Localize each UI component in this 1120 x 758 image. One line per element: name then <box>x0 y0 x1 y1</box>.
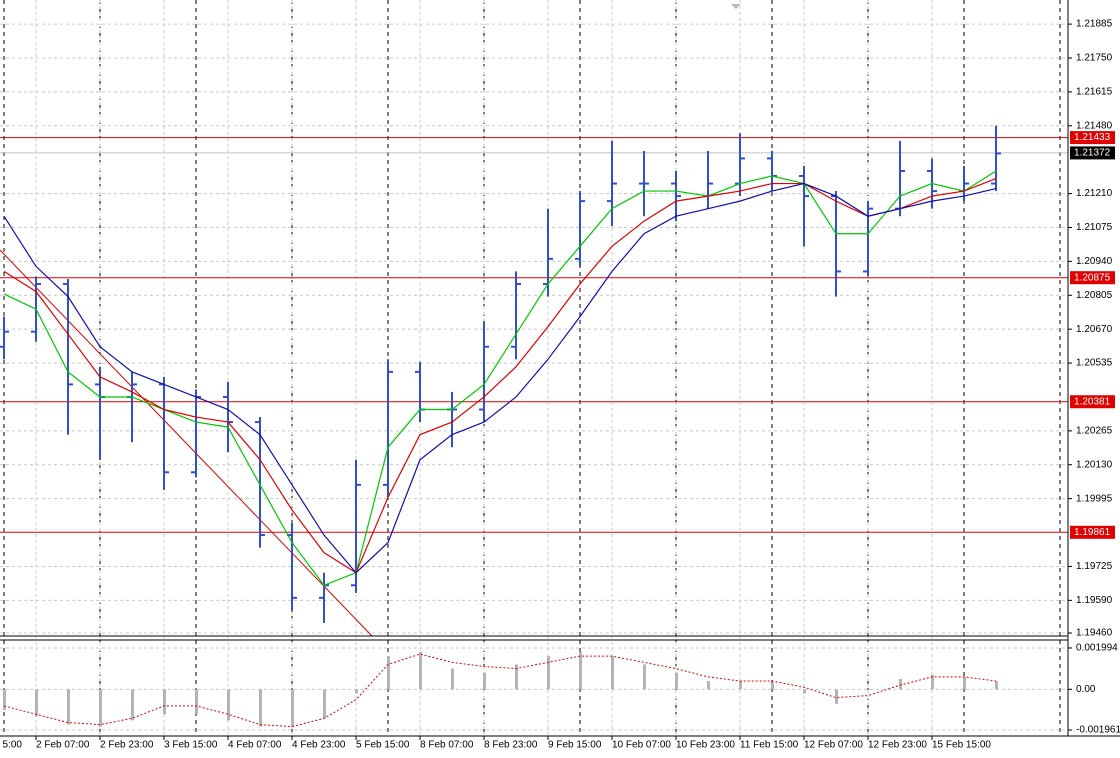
oscillator-bar <box>803 689 806 694</box>
oscillator-bar <box>3 689 6 711</box>
trend-line <box>0 249 373 636</box>
oscillator-bar <box>675 672 678 690</box>
x-tick-label: 3 Feb 15:00 <box>164 740 218 751</box>
x-tick-label: 8 Feb 23:00 <box>484 740 538 751</box>
y-tick-label: 1.20670 <box>1076 324 1113 335</box>
x-tick-label: 12 Feb 07:00 <box>804 740 863 751</box>
oscillator-bar <box>227 689 230 721</box>
frame <box>0 0 1120 737</box>
moving-average <box>3 177 997 574</box>
level-label-box <box>1070 395 1115 409</box>
y-tick-label: 1.19590 <box>1076 595 1113 606</box>
oscillator-bar <box>387 656 390 690</box>
oscillator-bar <box>291 689 294 727</box>
level-label: 1.19861 <box>1074 527 1111 538</box>
x-tick-label: 10 Feb 23:00 <box>676 740 735 751</box>
oscillator-bar <box>323 689 326 719</box>
oscillator-bar <box>99 689 102 727</box>
x-tick-label: 4 Feb 07:00 <box>228 740 282 751</box>
y-tick-label: 0.00 <box>1076 684 1096 695</box>
oscillator-bar <box>131 689 134 721</box>
signal-line <box>3 653 997 728</box>
oscillator-bar <box>771 683 774 690</box>
level-label: 1.21433 <box>1074 132 1111 143</box>
y-tick-label: 1.21885 <box>1076 19 1113 30</box>
x-tick-label: 5:00 <box>3 740 23 751</box>
y-tick-label: 1.21210 <box>1076 188 1113 199</box>
price-label: 1.21372 <box>1074 148 1111 159</box>
oscillator-bar <box>899 678 902 690</box>
oscillator-bar <box>643 664 646 690</box>
oscillator-bar <box>963 676 966 690</box>
shift-marker <box>731 4 741 9</box>
oscillator-bar <box>259 689 262 727</box>
level-label-box <box>1070 525 1115 539</box>
x-tick-label: 9 Feb 15:00 <box>548 740 602 751</box>
y-tick-label: -0.001961 <box>1076 725 1120 736</box>
oscillator-plot <box>3 651 998 728</box>
grid <box>0 0 1068 736</box>
y-tick-label: 1.19460 <box>1076 628 1113 639</box>
x-tick-label: 10 Feb 07:00 <box>612 740 671 751</box>
oscillator-bar <box>835 689 838 704</box>
moving-average <box>3 182 997 574</box>
price-label-box <box>1070 146 1115 160</box>
oscillator-bar <box>995 681 998 690</box>
x-tick-label: 12 Feb 23:00 <box>868 740 927 751</box>
oscillator-bar <box>483 672 486 690</box>
oscillator-bar <box>547 656 550 690</box>
y-tick-label: 1.20265 <box>1076 426 1113 437</box>
axes: 5:00 2 Feb 07:00 2 Feb 23:00 3 Feb 15:00 4 F… <box>3 19 1120 751</box>
x-tick-label: 5 Feb 15:00 <box>356 740 410 751</box>
level-label-box <box>1070 271 1115 285</box>
y-tick-label: 1.21075 <box>1076 222 1113 233</box>
oscillator-bar <box>67 689 70 725</box>
level-label: 1.20381 <box>1074 396 1111 407</box>
oscillator-bar <box>419 651 422 690</box>
y-tick-label: 1.21750 <box>1076 53 1113 64</box>
x-tick-label: 15 Feb 15:00 <box>932 740 991 751</box>
y-tick-label: 1.20535 <box>1076 358 1113 369</box>
x-tick-label: 8 Feb 07:00 <box>420 740 474 751</box>
y-tick-label: 1.21480 <box>1076 120 1113 131</box>
oscillator-bar <box>707 681 710 690</box>
y-tick-label: 1.20130 <box>1076 459 1113 470</box>
oscillator-bar <box>195 689 198 715</box>
x-tick-label: 11 Feb 15:00 <box>740 740 799 751</box>
y-tick-label: 1.21615 <box>1076 87 1113 98</box>
oscillator-bar <box>451 668 454 690</box>
oscillator-bar <box>931 674 934 690</box>
y-tick-label: 1.19995 <box>1076 493 1113 504</box>
x-tick-label: 4 Feb 23:00 <box>292 740 346 751</box>
oscillator-bar <box>867 689 870 690</box>
main-plot <box>0 125 1068 636</box>
level-label-box <box>1070 131 1115 145</box>
moving-average <box>3 170 997 587</box>
oscillator-bar <box>579 651 582 690</box>
oscillator-bar <box>739 681 742 690</box>
oscillator-bar <box>163 689 166 715</box>
y-tick-label: 1.20805 <box>1076 290 1113 301</box>
oscillator-bar <box>355 689 358 694</box>
oscillator-bar <box>515 664 518 690</box>
x-tick-label: 2 Feb 23:00 <box>100 740 154 751</box>
y-tick-label: 1.20940 <box>1076 256 1113 267</box>
oscillator-bar <box>611 656 614 690</box>
level-label: 1.20875 <box>1074 272 1111 283</box>
x-tick-label: 2 Feb 07:00 <box>36 740 90 751</box>
oscillator-bar <box>35 689 38 717</box>
y-tick-label: 0.001994 <box>1076 643 1118 654</box>
y-tick-label: 1.19725 <box>1076 561 1113 572</box>
